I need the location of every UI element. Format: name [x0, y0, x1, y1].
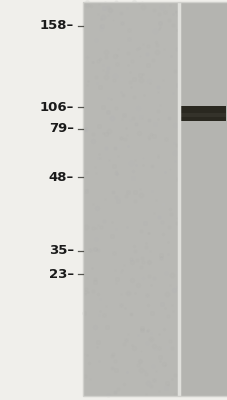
Text: 158–: 158–: [39, 20, 73, 32]
Text: 23–: 23–: [48, 268, 73, 281]
Bar: [0, 0, 83, 400]
Bar: [178, 2, 227, 396]
Text: 79–: 79–: [49, 122, 73, 135]
Bar: [180, 113, 225, 117]
Text: 35–: 35–: [48, 244, 73, 257]
Text: 48–: 48–: [48, 170, 73, 184]
Text: 106–: 106–: [39, 101, 73, 114]
Bar: [180, 106, 225, 122]
Bar: [83, 2, 227, 396]
Bar: [83, 2, 178, 396]
